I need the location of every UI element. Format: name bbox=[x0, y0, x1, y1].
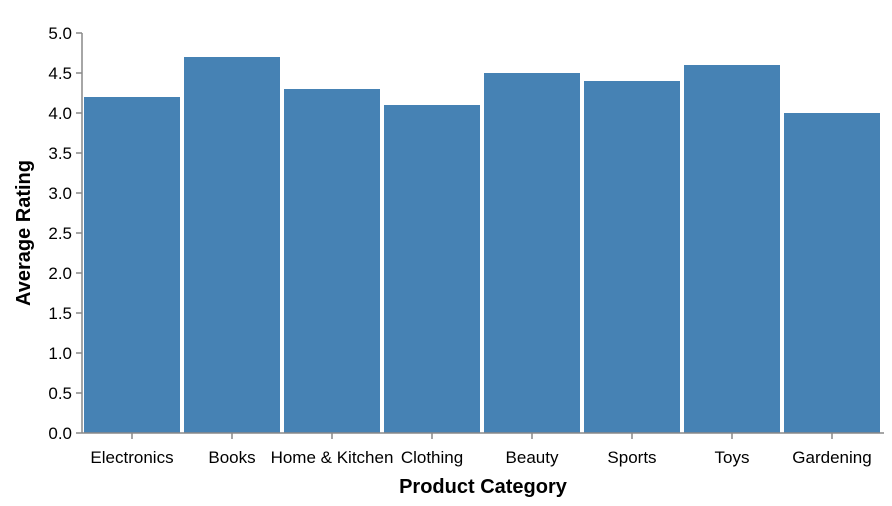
x-axis-title: Product Category bbox=[399, 476, 568, 498]
bar bbox=[684, 65, 780, 433]
y-tick-label: 4.0 bbox=[48, 104, 72, 123]
x-tick-label: Clothing bbox=[401, 448, 463, 467]
bar bbox=[584, 81, 680, 433]
bar bbox=[184, 57, 280, 433]
bar bbox=[784, 113, 880, 433]
bar bbox=[284, 89, 380, 433]
x-tick-label: Toys bbox=[715, 448, 750, 467]
y-tick-label: 2.0 bbox=[48, 264, 72, 283]
y-tick-label: 3.5 bbox=[48, 144, 72, 163]
y-tick-label: 3.0 bbox=[48, 184, 72, 203]
y-axis: 0.0 0.5 1.0 1.5 2.0 2.5 3.0 3.5 4.0 4.5 5.0 bbox=[48, 24, 83, 443]
y-tick-label: 4.5 bbox=[48, 64, 72, 83]
y-tick-label: 2.5 bbox=[48, 224, 72, 243]
y-axis-title: Average Rating bbox=[13, 160, 35, 306]
y-tick-label: 5.0 bbox=[48, 24, 72, 43]
y-tick-label: 0.0 bbox=[48, 424, 72, 443]
bars bbox=[84, 57, 880, 433]
bar bbox=[384, 105, 480, 433]
x-tick-label: Beauty bbox=[506, 448, 559, 467]
y-tick-label: 0.5 bbox=[48, 384, 72, 403]
x-tick-label: Gardening bbox=[792, 448, 871, 467]
x-tick-label: Books bbox=[208, 448, 255, 467]
x-tick-label: Home & Kitchen bbox=[271, 448, 394, 467]
bar bbox=[84, 97, 180, 433]
y-tick-label: 1.0 bbox=[48, 344, 72, 363]
y-tick-label: 1.5 bbox=[48, 304, 72, 323]
bar bbox=[484, 73, 580, 433]
x-axis: Electronics Books Home & Kitchen Clothing Be… bbox=[82, 432, 884, 467]
x-tick-label: Sports bbox=[607, 448, 656, 467]
x-tick-label: Electronics bbox=[90, 448, 173, 467]
